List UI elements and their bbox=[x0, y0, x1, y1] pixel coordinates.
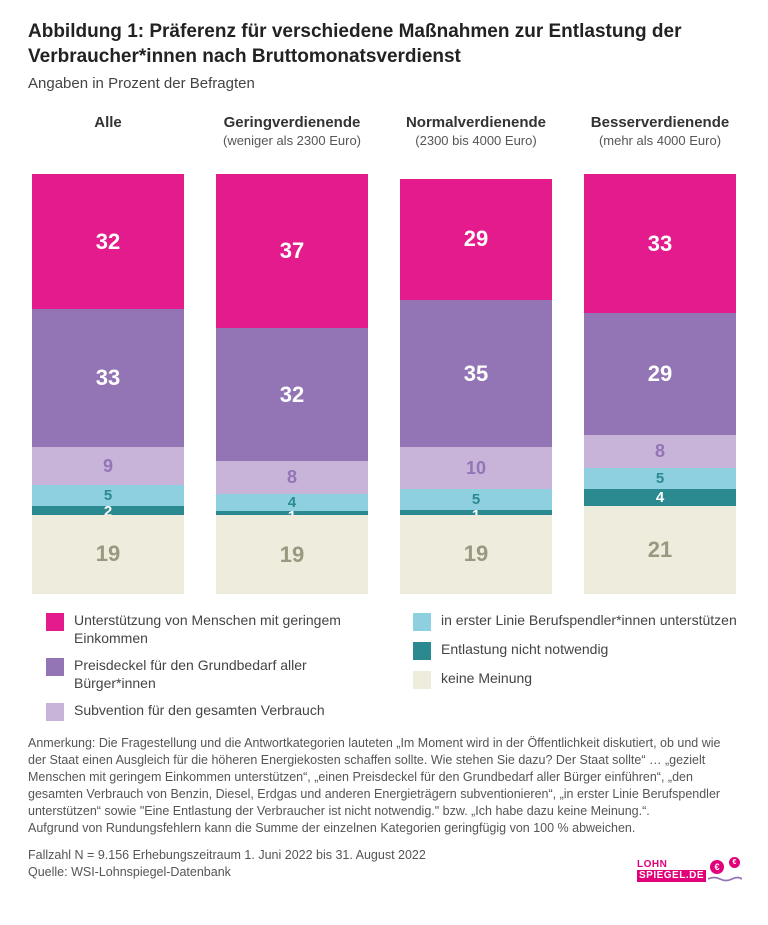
bar-column: Besserverdienende(mehr als 4000 Euro)332… bbox=[584, 114, 736, 594]
legend-label: in erster Linie Berufspendler*innen unte… bbox=[441, 612, 737, 630]
bar-segment-price_cap: 29 bbox=[584, 313, 736, 435]
column-subtitle: (2300 bis 4000 Euro) bbox=[406, 133, 546, 148]
title-line-1: Abbildung 1: Präferenz für verschiedene … bbox=[28, 21, 682, 42]
bar-column: Alle323395219 bbox=[32, 114, 184, 594]
chart-legend: Unterstützung von Menschen mit geringem … bbox=[28, 612, 740, 721]
stacked-bar: 332985421 bbox=[584, 174, 736, 594]
bar-segment-subsidy_all: 8 bbox=[584, 435, 736, 469]
bar-segment-subsidy_all: 9 bbox=[32, 447, 184, 485]
column-title: Normalverdienende bbox=[406, 114, 546, 131]
stacked-bar-chart: Alle323395219Geringverdienende(weniger a… bbox=[28, 114, 740, 594]
wave-icon bbox=[708, 876, 742, 882]
legend-label: Preisdeckel für den Grundbedarf aller Bü… bbox=[74, 657, 373, 692]
column-subtitle: (weniger als 2300 Euro) bbox=[223, 133, 361, 148]
column-header: Besserverdienende (mehr als 4000 Euro) bbox=[591, 114, 729, 166]
legend-item-no_opinion: keine Meinung bbox=[413, 670, 740, 689]
bar-segment-low_income: 32 bbox=[32, 174, 184, 308]
legend-swatch bbox=[46, 613, 64, 631]
bar-segment-subsidy_all: 10 bbox=[400, 447, 552, 489]
bar-column: Normalverdienende (2300 bis 4000 Euro) 293… bbox=[400, 114, 552, 594]
bar-segment-commuters: 5 bbox=[584, 468, 736, 489]
legend-item-subsidy_all: Subvention für den gesamten Verbrauch bbox=[46, 702, 373, 721]
legend-column-left: Unterstützung von Menschen mit geringem … bbox=[46, 612, 373, 721]
note-line: Aufgrund von Rundungsfehlern kann die Su… bbox=[28, 821, 635, 835]
lohnspiegel-logo: LOHN SPIEGEL.DE € € bbox=[637, 860, 740, 882]
bar-segment-price_cap: 35 bbox=[400, 300, 552, 447]
bar-segment-price_cap: 33 bbox=[32, 309, 184, 448]
column-header: Alle bbox=[94, 114, 122, 166]
footer-sample: Fallzahl N = 9.156 Erhebungszeitraum 1. … bbox=[28, 848, 426, 862]
bar-segment-low_income: 37 bbox=[216, 174, 368, 328]
column-title: Alle bbox=[94, 114, 122, 131]
chart-title: Abbildung 1: Präferenz für verschiedene … bbox=[28, 20, 740, 69]
legend-item-low_income: Unterstützung von Menschen mit geringem … bbox=[46, 612, 373, 647]
footer-source: Quelle: WSI-Lohnspiegel-Datenbank bbox=[28, 865, 231, 879]
coin-small-icon: € bbox=[729, 857, 740, 868]
legend-item-price_cap: Preisdeckel für den Grundbedarf aller Bü… bbox=[46, 657, 373, 692]
column-title: Geringverdienende bbox=[223, 114, 361, 131]
legend-swatch bbox=[413, 671, 431, 689]
column-subtitle: (mehr als 4000 Euro) bbox=[591, 133, 729, 148]
coins-icon: € € bbox=[710, 860, 740, 882]
bar-segment-no_opinion: 19 bbox=[400, 515, 552, 595]
bar-segment-not_needed: 2 bbox=[32, 506, 184, 514]
stacked-bar: 323395219 bbox=[32, 174, 184, 594]
legend-label: Entlastung nicht notwendig bbox=[441, 641, 608, 659]
logo-spiegel: SPIEGEL.DE bbox=[637, 870, 706, 882]
bar-segment-not_needed: 4 bbox=[584, 489, 736, 506]
legend-label: Subvention für den gesamten Verbrauch bbox=[74, 702, 325, 720]
chart-note: Anmerkung: Die Fragestellung und die Ant… bbox=[28, 735, 740, 836]
legend-swatch bbox=[46, 703, 64, 721]
note-line: Anmerkung: Die Fragestellung und die Ant… bbox=[28, 736, 721, 818]
legend-swatch bbox=[413, 613, 431, 631]
bar-segment-no_opinion: 19 bbox=[32, 515, 184, 595]
legend-item-not_needed: Entlastung nicht notwendig bbox=[413, 641, 740, 660]
column-title: Besserverdienende bbox=[591, 114, 729, 131]
chart-subtitle: Angaben in Prozent der Befragten bbox=[28, 75, 740, 92]
coin-large-icon: € bbox=[710, 860, 724, 874]
bar-segment-no_opinion: 21 bbox=[584, 506, 736, 594]
legend-item-commuters: in erster Linie Berufspendler*innen unte… bbox=[413, 612, 740, 631]
bar-segment-price_cap: 32 bbox=[216, 328, 368, 461]
footer-text: Fallzahl N = 9.156 Erhebungszeitraum 1. … bbox=[28, 847, 426, 882]
legend-label: keine Meinung bbox=[441, 670, 532, 688]
bar-segment-subsidy_all: 8 bbox=[216, 461, 368, 494]
bar-segment-no_opinion: 19 bbox=[216, 515, 368, 594]
title-line-2: Verbraucher*innen nach Bruttomonatsverdi… bbox=[28, 46, 461, 67]
legend-swatch bbox=[46, 658, 64, 676]
bar-column: Geringverdienende (weniger als 2300 Euro)… bbox=[216, 114, 368, 594]
legend-column-right: in erster Linie Berufspendler*innen unte… bbox=[413, 612, 740, 721]
logo-lohn: LOHN bbox=[637, 860, 706, 870]
legend-swatch bbox=[413, 642, 431, 660]
logo-text: LOHN SPIEGEL.DE bbox=[637, 860, 706, 882]
column-header: Normalverdienende (2300 bis 4000 Euro) bbox=[406, 114, 546, 166]
bar-segment-low_income: 33 bbox=[584, 174, 736, 313]
legend-label: Unterstützung von Menschen mit geringem … bbox=[74, 612, 373, 647]
bar-segment-low_income: 29 bbox=[400, 179, 552, 301]
column-header: Geringverdienende (weniger als 2300 Euro) bbox=[223, 114, 361, 166]
stacked-bar: 2935105119 bbox=[400, 174, 552, 594]
stacked-bar: 373284119 bbox=[216, 174, 368, 594]
chart-footer: Fallzahl N = 9.156 Erhebungszeitraum 1. … bbox=[28, 847, 740, 882]
